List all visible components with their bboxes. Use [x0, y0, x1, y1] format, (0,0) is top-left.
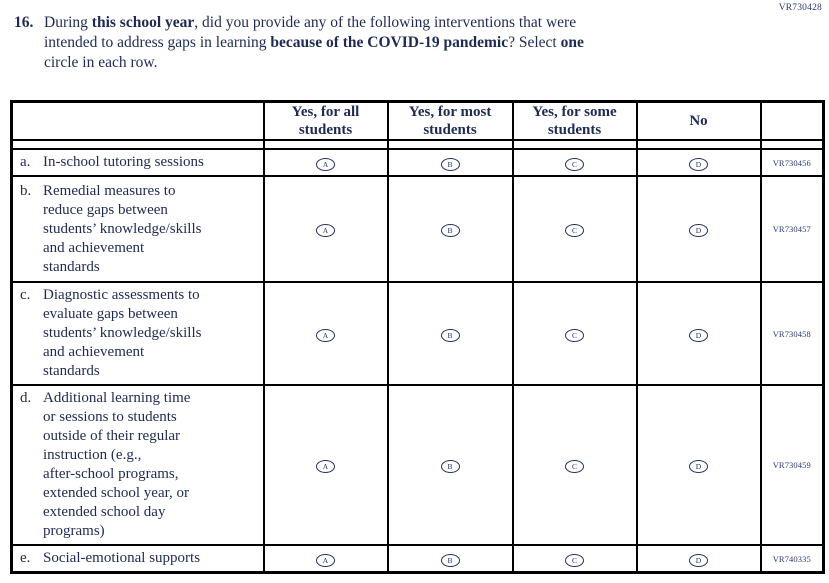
row-label-b: b. Remedial measures to reduce gaps betwe…	[10, 175, 265, 283]
answer-bubble-a-D[interactable]: D	[689, 157, 708, 171]
column-header-yes-all-students: Yes, for all students	[262, 100, 389, 141]
row-letter: d.	[20, 390, 32, 406]
question-text-segment: ? Select	[508, 34, 561, 51]
row-letter: c.	[20, 287, 31, 303]
table-row-a: a. In-school tutoring sessions A B C D VR…	[10, 148, 825, 177]
option-cell: A	[262, 384, 389, 546]
row-label-e: e. Social-emotional supports	[10, 544, 265, 574]
answer-bubble-e-B[interactable]: B	[440, 553, 460, 567]
table-row-b: b. Remedial measures to reduce gaps betwe…	[10, 175, 825, 283]
option-cell: C	[511, 384, 638, 546]
answer-bubble-d-C[interactable]: C	[565, 460, 584, 474]
row-code-c: VR730458	[759, 281, 825, 386]
column-header-code-blank	[759, 100, 825, 141]
answer-bubble-e-D[interactable]: D	[689, 553, 708, 567]
question-text-segment: , did you provide any of the following i…	[194, 14, 577, 31]
row-code-b: VR730457	[759, 175, 825, 283]
row-label-text: Remedial measures to reduce gaps between…	[43, 182, 202, 275]
answer-bubble-d-A[interactable]: A	[316, 460, 335, 474]
separator-cell	[386, 139, 514, 150]
row-label-c: c. Diagnostic assessments to evaluate gap…	[10, 281, 265, 386]
question-text-segment: intended to address gaps in learning	[44, 34, 271, 51]
answer-bubble-b-D[interactable]: D	[689, 224, 708, 238]
answer-bubble-a-A[interactable]: A	[316, 157, 335, 171]
question-16: 16. During this school year, did you pro…	[14, 13, 759, 73]
row-code-e: VR740335	[759, 544, 825, 574]
row-code-a: VR730456	[759, 148, 825, 177]
option-cell: C	[511, 175, 638, 283]
question-line-3: circle in each row.	[44, 53, 759, 73]
question-text-segment: During	[44, 14, 92, 31]
separator-cell	[10, 139, 265, 150]
interventions-table: Yes, for all students Yes, for most stud…	[10, 100, 825, 574]
answer-bubble-c-B[interactable]: B	[440, 328, 460, 342]
answer-bubble-b-C[interactable]: C	[565, 224, 584, 238]
answer-bubble-e-A[interactable]: A	[316, 553, 335, 567]
question-text-segment-bold: this school year	[91, 14, 195, 31]
separator-cell	[262, 139, 389, 150]
question-text-segment: circle in each row.	[44, 54, 158, 71]
column-header-yes-most-students: Yes, for most students	[386, 100, 514, 141]
option-cell: D	[635, 148, 762, 177]
separator-cell	[635, 139, 762, 150]
separator-cell	[759, 139, 825, 150]
question-text-segment-bold: one	[560, 34, 584, 51]
column-header-blank	[10, 100, 265, 141]
option-cell: A	[262, 148, 389, 177]
question-line-2: intended to address gaps in learning bec…	[44, 33, 759, 53]
row-label-text: In-school tutoring sessions	[43, 154, 204, 170]
form-code-top-right: VR730428	[778, 3, 822, 13]
option-cell: C	[511, 281, 638, 386]
option-cell: B	[386, 384, 514, 546]
answer-bubble-e-C[interactable]: C	[565, 553, 584, 567]
row-code-d: VR730459	[759, 384, 825, 546]
answer-bubble-c-D[interactable]: D	[689, 328, 708, 342]
option-cell: B	[386, 175, 514, 283]
option-cell: D	[635, 384, 762, 546]
row-label-text: Additional learning time or sessions to …	[43, 390, 191, 539]
row-letter: b.	[20, 182, 32, 199]
table-row-c: c. Diagnostic assessments to evaluate gap…	[10, 281, 825, 386]
row-label-a: a. In-school tutoring sessions	[10, 148, 265, 177]
column-header-no: No	[635, 100, 762, 141]
table-header-row: Yes, for all students Yes, for most stud…	[10, 100, 825, 141]
answer-bubble-d-D[interactable]: D	[689, 460, 708, 474]
question-text: During this school year, did you provide…	[44, 13, 759, 73]
answer-bubble-b-B[interactable]: B	[440, 224, 460, 238]
option-cell: A	[262, 175, 389, 283]
answer-bubble-a-B[interactable]: B	[440, 157, 460, 171]
option-cell: B	[386, 544, 514, 574]
answer-bubble-b-A[interactable]: A	[316, 224, 335, 238]
question-line-1: During this school year, did you provide…	[44, 13, 759, 33]
column-header-yes-some-students: Yes, for some students	[511, 100, 638, 141]
option-cell: D	[635, 281, 762, 386]
option-cell: B	[386, 281, 514, 386]
table-row-d: d. Additional learning time or sessions t…	[10, 384, 825, 546]
question-number: 16.	[14, 14, 34, 31]
row-label-text: Diagnostic assessments to evaluate gaps …	[43, 287, 202, 379]
option-cell: D	[635, 175, 762, 283]
option-cell: A	[262, 281, 389, 386]
answer-bubble-c-A[interactable]: A	[316, 328, 335, 342]
row-label-text: Social-emotional supports	[43, 550, 201, 566]
option-cell: C	[511, 544, 638, 574]
option-cell: C	[511, 148, 638, 177]
separator-cell	[511, 139, 638, 150]
answer-bubble-c-C[interactable]: C	[565, 328, 584, 342]
answer-bubble-d-B[interactable]: B	[440, 460, 460, 474]
answer-bubble-a-C[interactable]: C	[565, 157, 584, 171]
option-cell: D	[635, 544, 762, 574]
row-label-d: d. Additional learning time or sessions t…	[10, 384, 265, 546]
header-separator-rule	[10, 139, 825, 150]
question-text-segment-bold: because of the COVID-19 pandemic	[270, 34, 509, 51]
row-letter: a.	[20, 154, 31, 170]
table-row-e: e. Social-emotional supports A B C D VR74…	[10, 544, 825, 574]
option-cell: A	[262, 544, 389, 574]
option-cell: B	[386, 148, 514, 177]
row-letter: e.	[20, 550, 31, 566]
